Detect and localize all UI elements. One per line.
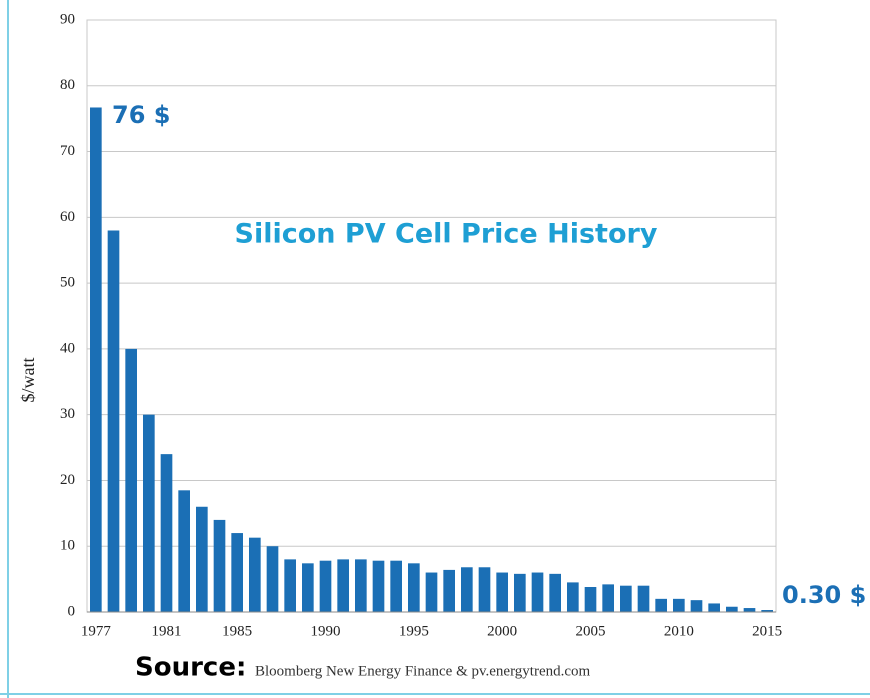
- bar: [319, 560, 332, 612]
- bar: [337, 559, 349, 612]
- bar: [390, 560, 402, 612]
- y-tick-label: 10: [60, 538, 75, 554]
- y-tick-label: 80: [60, 77, 75, 93]
- annotation: 76 $: [112, 101, 170, 129]
- bar: [461, 567, 473, 612]
- bar: [602, 584, 614, 612]
- bar: [708, 603, 720, 612]
- x-tick-label: 2000: [487, 623, 517, 639]
- x-tick-label: 2015: [752, 623, 782, 639]
- y-tick-label: 50: [60, 275, 75, 291]
- y-tick-label: 30: [60, 406, 75, 422]
- y-tick-label: 90: [60, 11, 75, 27]
- bar: [125, 348, 137, 612]
- bar: [673, 598, 685, 612]
- bar: [302, 563, 314, 612]
- bar: [690, 600, 703, 612]
- y-axis-label: $/watt: [18, 358, 38, 403]
- bar: [655, 598, 667, 612]
- bar: [478, 567, 491, 612]
- bar: [496, 572, 508, 612]
- bar: [231, 533, 243, 612]
- bar: [107, 230, 120, 612]
- bar: [443, 569, 455, 612]
- bar: [514, 573, 526, 612]
- bar: [213, 519, 226, 612]
- x-tick-label: 1995: [399, 623, 429, 639]
- bar: [408, 563, 420, 612]
- x-tick-label: 1985: [222, 623, 252, 639]
- source: Bloomberg New Energy Finance & pv.energy…: [255, 663, 591, 679]
- y-tick-label: 70: [60, 143, 75, 159]
- source-label: Source:: [135, 653, 246, 683]
- bar: [567, 582, 579, 612]
- bar: [372, 560, 385, 612]
- bar: [90, 107, 102, 613]
- bar: [178, 490, 190, 612]
- y-tick-label: 20: [60, 472, 75, 488]
- bar: [743, 608, 756, 612]
- x-tick-label: 2005: [576, 623, 606, 639]
- bar: [425, 572, 438, 612]
- bar: [355, 559, 367, 612]
- bar: [266, 546, 279, 612]
- x-tick-label: 2010: [664, 623, 694, 639]
- bar: [249, 537, 261, 612]
- y-tick-label: 60: [60, 209, 75, 225]
- bar: [531, 572, 544, 612]
- bar: [584, 587, 597, 612]
- x-tick-label: 1981: [152, 623, 182, 639]
- y-tick-label: 0: [68, 603, 76, 619]
- bar: [549, 573, 561, 612]
- chart-title: Silicon PV Cell Price History: [235, 219, 658, 250]
- bar: [160, 454, 173, 612]
- bar: [196, 506, 208, 612]
- bar: [637, 585, 650, 612]
- annotation: 0.30 $: [782, 581, 866, 609]
- x-tick-label: 1990: [311, 623, 341, 639]
- bar: [620, 585, 632, 612]
- bar: [284, 559, 296, 612]
- bar: [143, 414, 155, 612]
- bar: [726, 606, 738, 612]
- bar: [761, 610, 773, 612]
- y-tick-label: 40: [60, 340, 75, 356]
- x-tick-label: 1977: [81, 623, 112, 639]
